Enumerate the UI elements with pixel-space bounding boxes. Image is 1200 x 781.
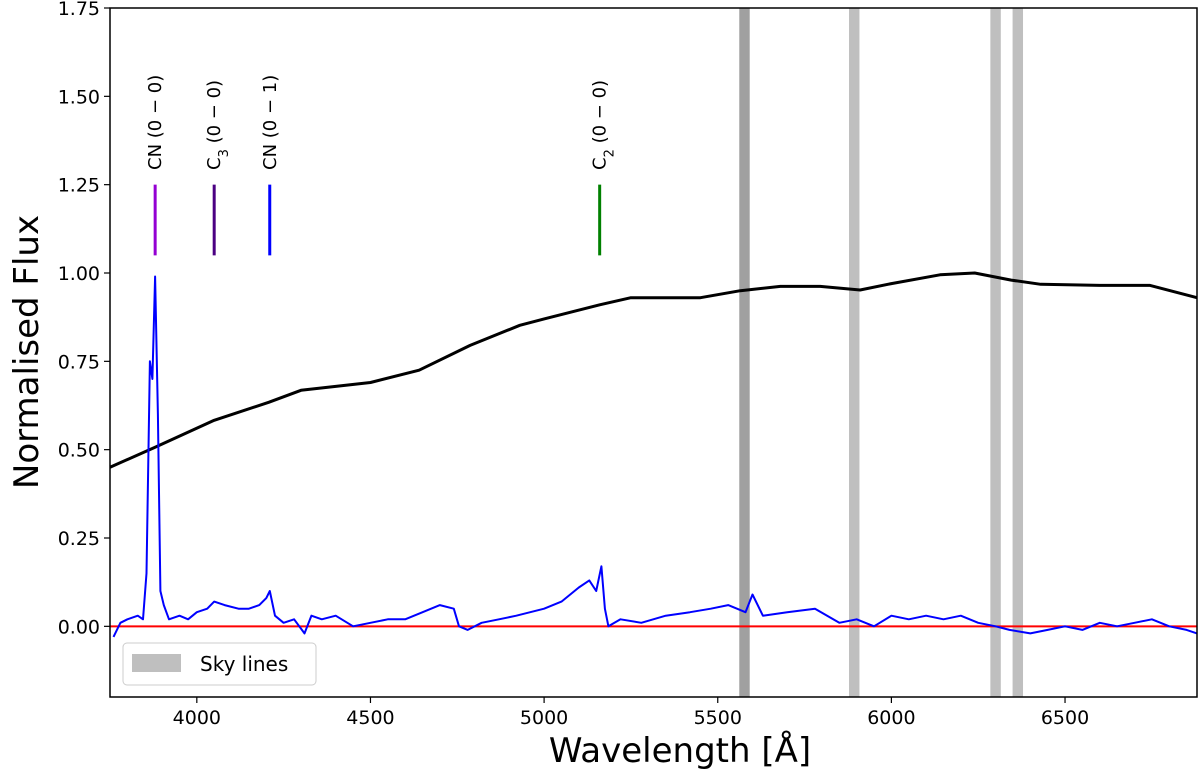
sky-line-bands bbox=[739, 8, 1024, 697]
y-tick-label: 1.50 bbox=[58, 86, 100, 108]
y-tick-label: 0.25 bbox=[58, 528, 100, 550]
sky-line-band bbox=[990, 8, 1001, 697]
annotation-label-main: C bbox=[590, 157, 611, 170]
sky-line-band bbox=[739, 8, 750, 697]
annotation-label-rest: (0 − 0) bbox=[145, 75, 166, 144]
y-axis-label: Normalised Flux bbox=[7, 215, 47, 489]
x-tick-label: 4000 bbox=[173, 707, 221, 729]
annotation-label-rest: (0 − 1) bbox=[260, 75, 281, 144]
sky-line-band bbox=[849, 8, 860, 697]
annotation-label-main: C bbox=[204, 157, 225, 170]
annotation-label-main: CN bbox=[145, 144, 166, 170]
y-tick-label: 0.00 bbox=[58, 616, 100, 638]
annotation-label: C3 (0 − 0) bbox=[204, 80, 232, 170]
annotation-label-main: CN bbox=[260, 144, 281, 170]
x-tick-label: 5000 bbox=[520, 707, 568, 729]
plot-frame bbox=[109, 7, 1198, 698]
y-tick-label: 1.00 bbox=[58, 263, 100, 285]
x-tick-label: 6000 bbox=[867, 707, 915, 729]
annotation-label: CN (0 − 0) bbox=[145, 75, 166, 170]
annotation-label-rest: (0 − 0) bbox=[590, 80, 611, 149]
x-tick-label: 6500 bbox=[1041, 707, 1089, 729]
legend: Sky lines bbox=[122, 642, 317, 686]
sky-line-band bbox=[1012, 8, 1024, 697]
spectrum-line bbox=[112, 275, 1198, 638]
series-lines bbox=[109, 271, 1198, 638]
y-tick-label: 1.75 bbox=[58, 0, 100, 20]
x-ticks: 4000 4500 5000 5500 6000 6500 bbox=[173, 697, 1089, 729]
annotation-label-rest: (0 − 0) bbox=[204, 80, 225, 149]
continuum-line bbox=[109, 271, 1198, 469]
x-tick-label: 4500 bbox=[346, 707, 394, 729]
y-tick-label: 1.25 bbox=[58, 175, 100, 197]
y-tick-label: 0.50 bbox=[58, 440, 100, 462]
line-annotations: CN (0 − 0)C3 (0 − 0)CN (0 − 1)C2 (0 − 0) bbox=[145, 75, 617, 256]
legend-box bbox=[122, 642, 317, 686]
y-ticks: 0.00 0.25 0.50 0.75 1.00 1.25 1.50 1.75 bbox=[58, 0, 110, 638]
annotation-label-subscript: 3 bbox=[217, 149, 232, 157]
x-axis-label: Wavelength [Å] bbox=[549, 730, 811, 771]
legend-swatch-sky-lines bbox=[132, 654, 181, 672]
annotation-label-subscript: 2 bbox=[602, 149, 617, 157]
annotation-label: C2 (0 − 0) bbox=[590, 80, 618, 170]
y-tick-label: 0.75 bbox=[58, 351, 100, 373]
x-tick-label: 5500 bbox=[694, 707, 742, 729]
annotation-label: CN (0 − 1) bbox=[260, 75, 281, 170]
legend-label-sky-lines: Sky lines bbox=[200, 652, 288, 676]
